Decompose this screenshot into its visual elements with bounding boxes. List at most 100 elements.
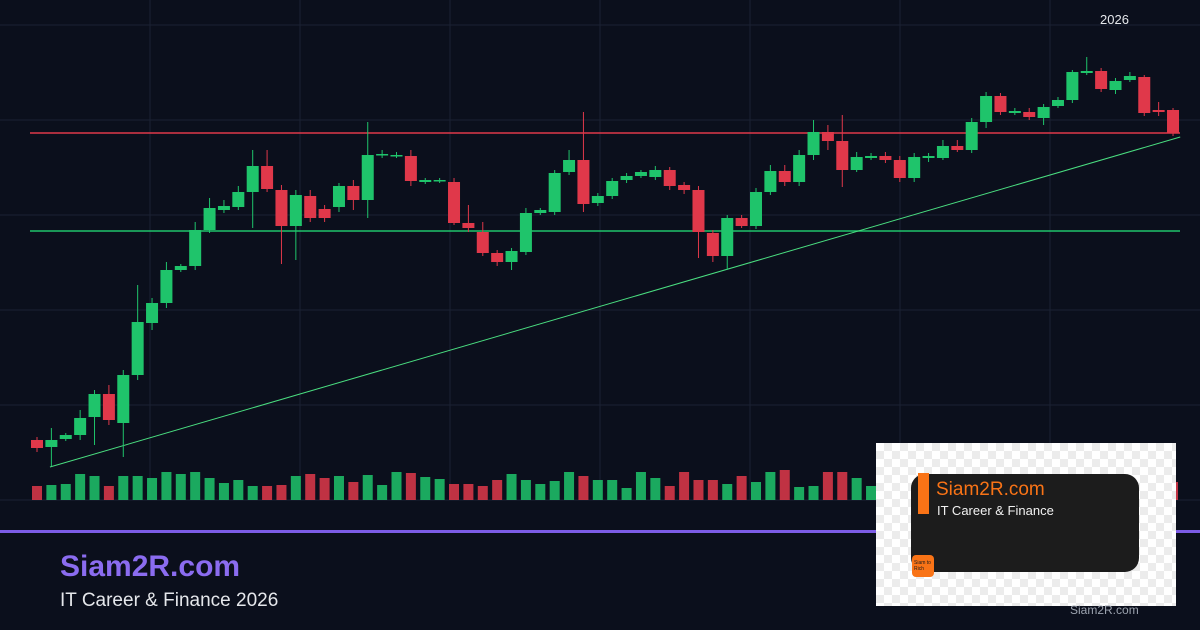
volume-bar: [434, 479, 445, 500]
volume-bar: [46, 485, 57, 500]
volume-bar: [664, 486, 675, 500]
candle-body: [922, 156, 935, 158]
volume-bar: [60, 484, 71, 500]
candle-body: [491, 253, 504, 262]
volume-bar: [506, 474, 517, 500]
volume-bar: [175, 474, 186, 500]
candle-body: [404, 156, 417, 181]
volume-bar: [621, 488, 632, 500]
volume-bar: [233, 480, 244, 500]
volume-bar: [578, 476, 589, 500]
volume-bar: [103, 486, 114, 500]
candle-body: [678, 185, 691, 190]
volume-bar: [391, 472, 402, 500]
candle-body: [563, 160, 576, 172]
candle-body: [634, 172, 647, 176]
watermark-title: Siam2R.com: [936, 479, 1045, 500]
volume-bar: [607, 480, 618, 500]
volume-bar: [218, 483, 229, 500]
candle-body: [706, 233, 719, 256]
tagline: IT Career & Finance 2026: [60, 590, 279, 611]
divider: [0, 530, 1200, 533]
volume-bar: [808, 486, 819, 500]
volume-bar: [851, 478, 862, 500]
volume-bar: [420, 477, 431, 500]
candle-body: [591, 196, 604, 203]
trendline: [49, 136, 1181, 468]
volume-bar: [650, 478, 661, 500]
candle-body: [332, 186, 345, 207]
candle-body: [534, 210, 547, 213]
candle-body: [965, 122, 978, 150]
candle-body: [980, 96, 993, 122]
candle-body: [879, 156, 892, 160]
volume-bar: [837, 472, 848, 500]
candle-body: [304, 196, 317, 218]
candle-body: [936, 146, 949, 158]
volume-bar: [290, 476, 301, 500]
volume-bar: [520, 480, 531, 500]
candle-body: [548, 173, 561, 212]
candle-body: [1080, 71, 1093, 73]
chart: [0, 0, 1200, 501]
candle-body: [994, 96, 1007, 112]
candle-body: [807, 132, 820, 155]
volume-bar: [722, 484, 733, 500]
candle-body: [419, 180, 432, 182]
volume-bar: [736, 476, 747, 500]
volume-bar: [592, 480, 603, 500]
candle-body: [1167, 110, 1180, 133]
volume-bar: [549, 481, 560, 500]
candle-body: [793, 155, 806, 182]
candle-body: [275, 190, 288, 226]
candle-body: [433, 180, 446, 182]
volume-bar: [348, 482, 359, 500]
volume-bar: [262, 486, 273, 500]
volume-bar: [333, 476, 344, 500]
candle-body: [893, 160, 906, 178]
volume-bar: [362, 475, 373, 500]
candle-body: [692, 190, 705, 232]
candle-body: [448, 182, 461, 223]
volume-bar: [822, 472, 833, 500]
candle-body: [620, 176, 633, 180]
volume-bar: [89, 476, 100, 500]
volume-bar: [305, 474, 316, 500]
candle-body: [821, 132, 834, 141]
candle-body: [649, 170, 662, 177]
candle-body: [1023, 112, 1036, 117]
volume-bar: [190, 472, 201, 500]
candle-body: [1037, 107, 1050, 118]
candle-body: [59, 435, 72, 439]
volume-bar: [492, 480, 503, 500]
candle-body: [519, 213, 532, 252]
candle-body: [390, 155, 403, 157]
candle-body: [45, 440, 58, 447]
candle-body: [174, 266, 187, 270]
candle-body: [850, 157, 863, 170]
candle-body: [74, 418, 87, 435]
volume-bar: [118, 476, 129, 500]
candle-body: [1095, 71, 1108, 89]
volume-bar: [693, 480, 704, 500]
volume-bar: [132, 476, 143, 500]
volume-bar: [147, 478, 158, 500]
volume-bar: [75, 474, 86, 500]
volume-bar: [751, 482, 761, 500]
volume-bar: [866, 486, 877, 500]
volume-bar: [707, 480, 718, 500]
candle-body: [376, 154, 389, 156]
candle-body: [217, 206, 230, 210]
candle-body: [721, 218, 734, 256]
brand: Siam2R.com: [60, 550, 241, 583]
candle-body: [146, 303, 159, 323]
volume-bar: [204, 478, 215, 500]
candle-body: [836, 141, 849, 170]
volume-bar: [377, 485, 388, 500]
candle-body: [318, 209, 331, 218]
volume-bar: [247, 486, 258, 500]
volume-bar: [779, 470, 790, 500]
watermark-icon: Siam to Rich: [912, 555, 934, 577]
candle-body: [131, 322, 144, 375]
candle-body: [102, 394, 115, 420]
